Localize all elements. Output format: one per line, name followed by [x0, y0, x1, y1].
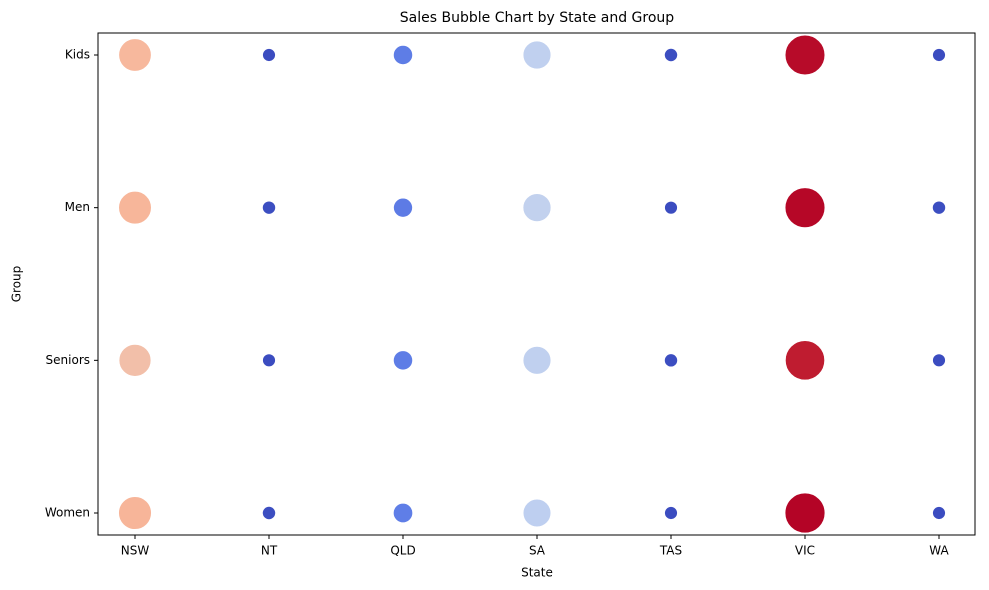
x-tick-label: TAS — [659, 544, 682, 558]
bubble — [784, 340, 826, 381]
bubble — [118, 38, 152, 72]
bubble — [393, 197, 413, 218]
y-tick-label: Seniors — [46, 353, 90, 367]
y-axis-label: Group — [10, 266, 24, 303]
bubble — [784, 492, 826, 534]
bubble — [784, 34, 826, 76]
x-tick-label: VIC — [795, 544, 815, 558]
bubble — [663, 353, 679, 368]
bubble — [118, 343, 152, 377]
bubble — [261, 200, 277, 215]
bubble — [522, 498, 552, 528]
y-tick-label: Kids — [65, 48, 90, 62]
y-tick-label: Women — [45, 506, 90, 520]
x-tick-label: WA — [929, 544, 949, 558]
x-tick-label: QLD — [390, 544, 415, 558]
bubble — [664, 506, 678, 520]
bubble — [262, 353, 276, 368]
bubble — [664, 200, 678, 215]
bubble — [784, 187, 826, 229]
bubble — [261, 505, 277, 521]
x-axis-label: State — [521, 566, 553, 580]
bubble — [663, 47, 679, 63]
bubble — [932, 506, 946, 520]
bubble — [392, 502, 414, 524]
x-tick-label: NSW — [121, 544, 150, 558]
bubble — [522, 345, 552, 375]
bubble — [392, 44, 414, 66]
x-tick-label: NT — [261, 544, 278, 558]
bubble — [522, 40, 552, 70]
bubble — [118, 190, 152, 225]
bubble — [118, 496, 152, 530]
y-tick-label: Men — [65, 200, 90, 214]
bubble — [392, 350, 414, 371]
bubble — [932, 353, 946, 368]
bubble — [262, 48, 276, 62]
chart-title: Sales Bubble Chart by State and Group — [400, 10, 674, 26]
bubble — [932, 48, 946, 62]
bubble — [931, 200, 947, 215]
bubble — [522, 193, 552, 223]
x-tick-label: SA — [529, 544, 546, 558]
plot-frame — [97, 32, 976, 536]
